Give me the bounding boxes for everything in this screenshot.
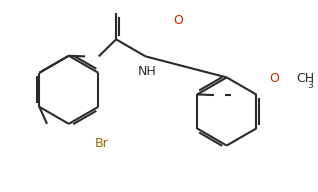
Text: NH: NH <box>137 65 156 78</box>
Text: O: O <box>173 14 183 27</box>
Text: 3: 3 <box>307 81 313 90</box>
Text: O: O <box>269 72 279 85</box>
Text: Br: Br <box>95 137 109 151</box>
Text: CH: CH <box>296 72 315 85</box>
